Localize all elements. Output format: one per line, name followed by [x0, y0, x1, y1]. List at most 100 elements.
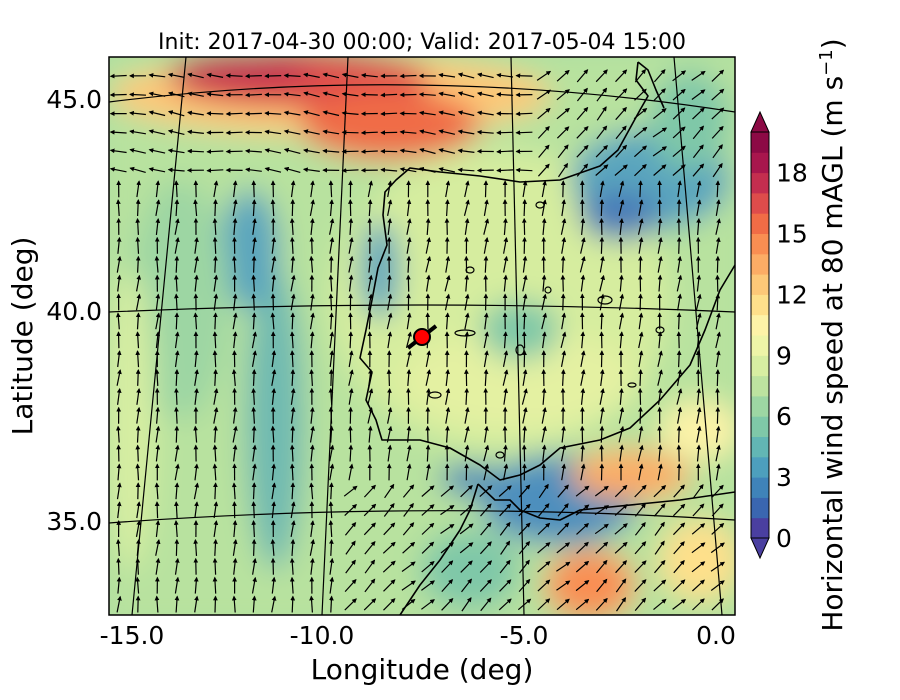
wind-vector-arrow: [290, 387, 296, 405]
wind-vector-arrow: [657, 350, 663, 368]
wind-vector-arrow: [232, 331, 238, 349]
wind-vector-arrow: [167, 91, 185, 98]
wind-vector-arrow: [483, 331, 489, 349]
colorbar-tick-label: 6: [776, 402, 792, 431]
wind-vector-arrow: [711, 88, 725, 101]
wind-vector-arrow: [271, 255, 277, 273]
wind-vector-arrow: [231, 255, 237, 273]
wind-vector-arrow: [599, 199, 605, 217]
iberian-coastline: [359, 61, 735, 481]
wind-vector-arrow: [244, 92, 262, 98]
wind-vector-arrow: [676, 236, 682, 254]
wind-vector-arrow: [692, 144, 704, 159]
wind-vector-arrow: [464, 312, 470, 330]
wind-vector-arrow: [633, 107, 648, 120]
wind-vector-arrow: [271, 274, 277, 292]
wind-vector-arrow: [174, 595, 180, 613]
wind-vector-arrow: [116, 350, 122, 368]
wind-vector-arrow: [328, 406, 334, 424]
wind-vector-arrow: [206, 72, 224, 78]
wind-vector-arrow: [599, 406, 605, 424]
wind-vector-arrow: [290, 482, 296, 500]
plot-frame: [108, 56, 736, 616]
wind-vector-arrow: [360, 149, 378, 155]
wind-vector-arrow: [135, 520, 142, 538]
wind-vector-arrow: [155, 218, 161, 235]
wind-vector-arrow: [387, 199, 393, 217]
wind-vector-arrow: [676, 350, 682, 368]
wind-vector-arrow: [576, 69, 589, 83]
wind-vector-arrow: [541, 199, 547, 217]
wind-vector-arrow: [464, 180, 470, 198]
wind-vector-arrow: [541, 444, 547, 462]
wind-vector-arrow: [556, 580, 571, 591]
wind-vector-arrow: [615, 125, 627, 140]
wind-vector-arrow: [421, 504, 435, 516]
colorbar-band: [751, 497, 769, 519]
colorbar-bands: [751, 132, 769, 539]
wind-vector-arrow: [445, 425, 450, 443]
wind-vector-arrow: [213, 255, 218, 273]
wind-vector-arrow: [615, 88, 628, 101]
wind-vector-arrow: [167, 129, 185, 135]
wind-vector-arrow: [193, 350, 199, 368]
wind-vector-arrow: [483, 255, 489, 273]
wind-vector-arrow: [538, 483, 549, 499]
wind-vector-arrow: [653, 88, 666, 101]
wind-vector-arrow: [715, 463, 721, 481]
wind-vector-arrow: [595, 145, 608, 158]
wind-vector-arrow: [691, 561, 706, 573]
wind-vector-arrow: [386, 369, 392, 387]
wind-vector-arrow: [251, 369, 257, 386]
wind-vector-arrow: [115, 312, 121, 330]
wind-vector-arrow: [283, 148, 301, 154]
wind-vector-arrow: [310, 293, 315, 311]
wind-vector-arrow: [575, 598, 590, 611]
wind-vector-arrow: [541, 274, 547, 292]
wind-vector-arrow: [328, 180, 334, 198]
wind-vector-arrow: [618, 274, 624, 292]
wind-vector-arrow: [638, 312, 644, 330]
wind-vector-arrow: [232, 539, 238, 556]
wind-vector-arrow: [303, 72, 320, 78]
wind-vector-arrow: [167, 167, 185, 173]
wind-vector-arrow: [251, 501, 257, 519]
wind-vector-arrow: [364, 559, 376, 574]
wind-vector-arrow: [594, 523, 609, 535]
wind-vector-arrow: [421, 522, 435, 535]
wind-vector-arrow: [537, 107, 551, 120]
wind-vector-arrow: [438, 129, 456, 135]
wind-vector-arrow: [460, 504, 474, 516]
wind-vector-arrow: [348, 274, 354, 292]
wind-vector-arrow: [174, 218, 180, 235]
wind-vector-arrow: [406, 255, 412, 273]
wind-vector-arrow: [270, 425, 276, 443]
wind-vector-arrow: [595, 597, 608, 611]
wind-vector-arrow: [251, 538, 257, 556]
wind-vector-arrow: [309, 482, 314, 500]
wind-vector-arrow: [483, 180, 489, 198]
wind-vector-arrow: [367, 293, 373, 311]
wind-vector-arrow: [594, 485, 609, 497]
wind-vector-arrow: [499, 559, 511, 574]
wind-vector-arrow: [364, 578, 376, 593]
wind-vector-arrow: [537, 163, 550, 177]
colorbar-band: [751, 253, 769, 275]
wind-vector-arrow: [711, 107, 725, 120]
wind-vector-arrow: [232, 312, 238, 330]
wind-vector-arrow: [518, 540, 531, 555]
wind-vector-arrow: [483, 236, 489, 254]
wind-vector-arrow: [212, 444, 218, 462]
wind-vector-arrow: [557, 503, 569, 517]
x-axis-label: Longitude (deg): [311, 653, 534, 686]
wind-vector-arrow: [225, 73, 243, 79]
wind-vector-arrow: [135, 576, 141, 594]
wind-vector-arrow: [194, 595, 199, 613]
wind-vector-arrow: [310, 180, 315, 198]
x-tick-label: -15.0: [100, 621, 165, 650]
site-marker: [406, 324, 438, 350]
wind-vector-arrow: [457, 91, 475, 98]
wind-vector-arrow: [483, 199, 489, 217]
wind-vector-arrow: [440, 505, 455, 516]
wind-vector-arrow: [599, 274, 606, 292]
